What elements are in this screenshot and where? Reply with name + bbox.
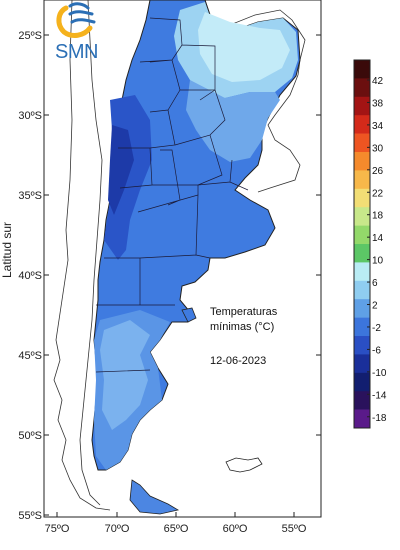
latitude-axis: 25ºS 30ºS 35ºS 40ºS 45ºS 50ºS 55ºS [18,30,321,522]
colorbar-label: 14 [372,233,384,244]
colorbar-swatch [354,336,370,355]
peninsula-valdes [181,307,197,323]
colorbar-label: 34 [372,121,384,132]
warm-zone-core [198,12,290,82]
colorbar-swatch [354,372,370,392]
colorbar-label: 18 [372,211,384,222]
colorbar-swatch [354,170,370,190]
colorbar-label: 22 [372,188,384,199]
mild-zone-mesopotamia [186,80,280,162]
colorbar-swatch [354,225,370,245]
colorbar-label: 2 [372,301,378,312]
colorbar-swatch [354,60,370,79]
province-borders-east [197,159,249,191]
lon-tick-label: 70ºO [105,523,130,535]
colorbar-label: 30 [372,143,384,154]
colorbar-swatch [354,354,370,374]
longitude-axis: 75ºO 70ºO 65ºO 60ºO 55ºO [45,512,307,535]
y-axis-title: Latitud sur [0,222,14,278]
smn-logo-text: SMN [55,41,98,63]
lon-tick-label: 55ºO [282,523,307,535]
colorbar-swatch [354,96,370,116]
lat-tick-label: 50ºS [18,430,42,442]
lat-tick-label: 25ºS [18,30,42,42]
cold-core [108,125,134,215]
lon-tick-label: 75ºO [45,523,70,535]
colorbar-swatch [354,280,370,300]
map-date: 12-06-2023 [210,355,266,367]
colorbar-swatch [354,207,370,226]
lat-tick-label: 45ºS [18,350,42,362]
lat-tick-label: 40ºS [18,270,42,282]
colorbar-swatch [354,409,370,429]
colorbar-label: 42 [372,76,384,87]
colorbar-swatch [354,391,370,410]
colorbar-swatch [354,317,370,337]
map-title-line1: Temperaturas [210,306,278,318]
colorbar-label: 10 [372,256,384,267]
colorbar-swatch [354,188,370,208]
colorbar-swatch [354,299,370,318]
colorbar-label: 26 [372,166,384,177]
colorbar-swatch [354,133,370,153]
lon-tick-label: 65ºO [164,523,189,535]
colorbar-label: 38 [372,98,384,109]
chile-coast [53,0,111,511]
colorbar-label: -6 [372,345,381,356]
colorbar-label: -2 [372,323,381,334]
lon-tick-label: 60ºO [223,523,248,535]
smn-logo-mark [56,2,96,38]
colorbar-label: -10 [372,368,387,379]
tierra-del-fuego [129,479,180,515]
lat-tick-label: 55ºS [18,510,42,522]
colorbar: 42 38 34 30 26 22 18 14 10 6 2 -2 -6 -10 -14 -18 [353,59,387,429]
patagonia-light [100,320,150,430]
colorbar-swatch [354,115,370,134]
province-borders [95,17,226,373]
malvinas-islands [225,457,263,473]
colorbar-frame [353,59,371,429]
smn-logo: SMN [55,2,98,63]
map-title-line2: mínimas (°C) [210,321,274,333]
colorbar-swatch [354,152,370,171]
colorbar-swatch [354,262,370,282]
colorbar-label: 6 [372,278,378,289]
colorbar-label: -14 [372,390,387,401]
colorbar-swatch [354,78,370,98]
colorbar-swatch [354,244,370,263]
colorbar-label: -18 [372,413,387,424]
lat-tick-label: 35ºS [18,190,42,202]
lat-tick-label: 30ºS [18,110,42,122]
